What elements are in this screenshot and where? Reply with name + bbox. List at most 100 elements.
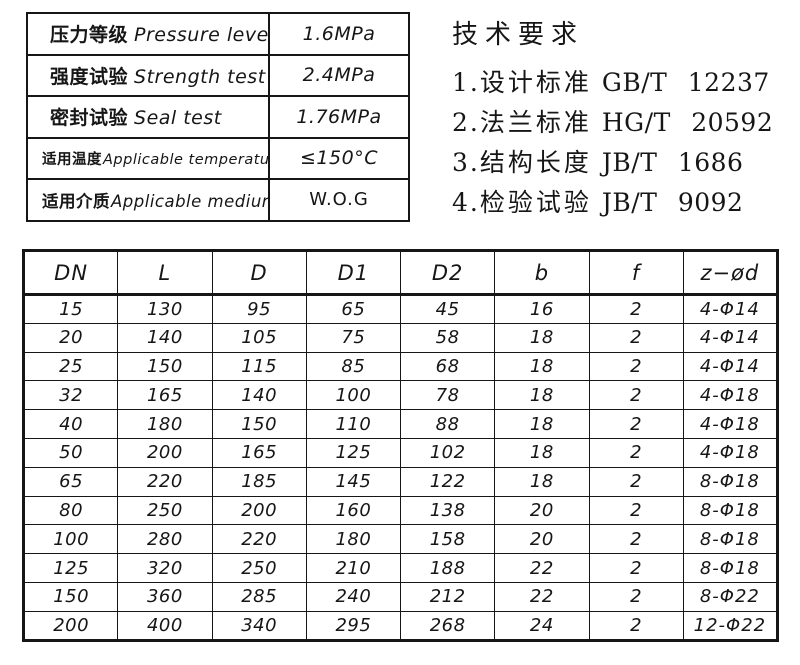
spec-value: 2.4MPa: [268, 53, 410, 97]
item-standard-code: JB/T 9092: [601, 188, 744, 217]
table-row: 15 130 95 65 45 16 2 4-Φ14: [22, 294, 779, 324]
table-cell: 220: [117, 466, 213, 497]
table-cell: 105: [211, 322, 307, 353]
table-cell: 2: [588, 495, 684, 526]
table-cell: 88: [399, 409, 496, 439]
spec-label-zh: 密封试验: [50, 107, 129, 130]
table-cell: 8-Φ18: [682, 466, 779, 497]
table-cell: 2: [588, 294, 684, 324]
spec-label-zh: 强度试验: [50, 65, 129, 88]
column-header: D2: [399, 250, 496, 296]
table-cell: 180: [117, 409, 213, 439]
table-row: 200 400 340 295 268 24 2 12-Φ22: [22, 610, 779, 641]
spec-label-zh: 适用介质: [42, 191, 110, 211]
table-cell: 150: [117, 351, 213, 382]
table-cell: 200: [117, 437, 213, 468]
spec-label-en: Applicable temperature: [103, 151, 269, 168]
table-cell: 58: [399, 322, 496, 353]
table-cell: 16: [494, 294, 590, 324]
table-cell: 280: [117, 524, 213, 555]
table-cell: 20: [494, 524, 590, 555]
table-cell: 65: [22, 466, 119, 497]
table-cell: 100: [22, 524, 119, 555]
column-header: f: [588, 250, 684, 296]
column-header: L: [117, 250, 213, 296]
column-header: z−ød: [682, 250, 779, 296]
item-number: 2.: [452, 108, 480, 137]
item-number: 1.: [452, 68, 480, 97]
table-cell: 188: [399, 553, 496, 583]
spec-label: 密封试验 Seal test: [26, 95, 270, 139]
table-cell: 2: [588, 351, 684, 382]
table-row: 25 150 115 85 68 18 2 4-Φ14: [22, 351, 779, 382]
table-row: 20 140 105 75 58 18 2 4-Φ14: [22, 322, 779, 353]
table-cell: 68: [399, 351, 496, 382]
table-cell: 85: [305, 351, 402, 382]
table-cell: 138: [399, 495, 496, 526]
column-header: DN: [22, 250, 119, 296]
table-cell: 2: [588, 437, 684, 468]
tech-requirements-title: 技术要求: [452, 20, 585, 50]
table-cell: 18: [494, 437, 590, 468]
table-cell: 145: [305, 466, 402, 497]
table-cell: 320: [117, 553, 213, 583]
table-cell: 22: [494, 553, 590, 583]
table-cell: 165: [211, 437, 307, 468]
tech-requirements-list: 1. 设计标准 GB/T 12237 2. 法兰标准 HG/T 20592 3. 结构长度 JB…: [452, 63, 792, 223]
table-cell: 400: [117, 610, 213, 641]
spec-row: 密封试验 Seal test 1.76MPa: [26, 95, 410, 139]
table-cell: 150: [211, 409, 307, 439]
table-cell: 2: [588, 553, 684, 583]
table-cell: 2: [588, 409, 684, 439]
spec-value: 1.76MPa: [268, 95, 410, 139]
table-cell: 250: [211, 553, 307, 583]
table-cell: 200: [22, 610, 119, 641]
spec-label-zh: 压力等级: [50, 24, 129, 47]
table-cell: 75: [305, 322, 402, 353]
table-cell: 250: [117, 495, 213, 526]
table-cell: 2: [588, 466, 684, 497]
item-standard-code: HG/T 20592: [601, 108, 774, 137]
item-label: 检验试验: [479, 188, 592, 217]
table-cell: 78: [399, 380, 496, 411]
table-cell: 180: [305, 524, 402, 555]
table-cell: 18: [494, 466, 590, 497]
table-cell: 295: [305, 610, 402, 641]
spec-label-en: Pressure levels: [134, 24, 269, 47]
table-cell: 220: [211, 524, 307, 555]
dimension-table-head: DN L D D1 D2 b f z−ød: [22, 250, 779, 296]
table-cell: 22: [494, 581, 590, 612]
table-cell: 12-Φ22: [682, 610, 779, 641]
table-cell: 20: [494, 495, 590, 526]
table-cell: 360: [117, 581, 213, 612]
item-label: 结构长度: [479, 148, 592, 177]
table-cell: 160: [305, 495, 402, 526]
spec-row: 适用介质Applicable medium W.O.G: [26, 178, 410, 222]
technical-requirements: 技术要求 1. 设计标准 GB/T 12237 2. 法兰标准 HG/T 20592 3. 结…: [452, 14, 792, 223]
table-cell: 4-Φ18: [682, 437, 779, 468]
table-cell: 2: [588, 380, 684, 411]
item-label: 法兰标准: [479, 108, 592, 137]
table-cell: 32: [22, 380, 119, 411]
item-standard-code: GB/T 12237: [601, 68, 770, 97]
table-row: 100 280 220 180 158 20 2 8-Φ18: [22, 524, 779, 555]
table-cell: 24: [494, 610, 590, 641]
spec-label-en: Strength test: [134, 65, 266, 88]
table-cell: 212: [399, 581, 496, 612]
table-cell: 285: [211, 581, 307, 612]
table-row: 125 320 250 210 188 22 2 8-Φ18: [22, 553, 779, 583]
table-cell: 140: [117, 322, 213, 353]
table-cell: 4-Φ14: [682, 322, 779, 353]
table-cell: 2: [588, 322, 684, 353]
table-cell: 8-Φ18: [682, 495, 779, 526]
table-cell: 8-Φ22: [682, 581, 779, 612]
table-cell: 158: [399, 524, 496, 555]
table-cell: 18: [494, 380, 590, 411]
table-cell: 18: [494, 351, 590, 382]
table-cell: 122: [399, 466, 496, 497]
table-cell: 45: [399, 294, 496, 324]
table-cell: 102: [399, 437, 496, 468]
